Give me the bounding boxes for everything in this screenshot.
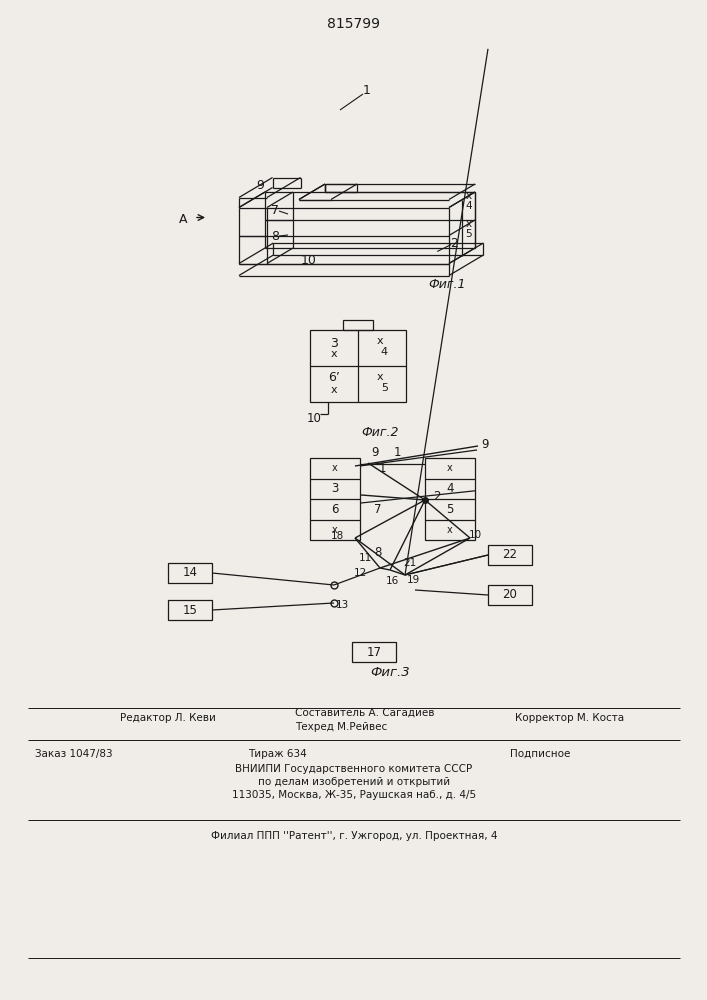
Text: x: x [331,385,337,395]
Text: x: x [447,463,453,473]
Text: x: x [332,463,338,473]
Text: 113035, Москва, Ж-35, Раушская наб., д. 4/5: 113035, Москва, Ж-35, Раушская наб., д. … [232,790,476,800]
Text: 17: 17 [366,646,382,658]
Bar [425,458,475,540]
Text: 10: 10 [300,253,316,266]
Text: 6’: 6’ [328,371,340,384]
Text: 13: 13 [335,600,349,610]
Text: x: x [465,219,472,229]
Text: 21: 21 [404,558,416,568]
Text: Филиал ППП ''Pатент'', г. Ужгород, ул. Проектная, 4: Филиал ППП ''Pатент'', г. Ужгород, ул. П… [211,831,497,841]
Text: Составитель А. Сагадиев: Составитель А. Сагадиев [295,708,435,718]
Text: 5: 5 [381,383,388,393]
Text: А: А [178,213,187,226]
Bar [343,320,373,330]
Bar [310,330,406,402]
Text: ВНИИПИ Государственного комитета СССР: ВНИИПИ Государственного комитета СССР [235,764,472,774]
Text: 16: 16 [386,576,399,586]
Text: 3: 3 [330,337,338,350]
Bar [168,600,212,620]
Text: Редактор Л. Кеви: Редактор Л. Кеви [120,713,216,723]
Text: x: x [331,349,337,359]
Text: Техред М.Рейвес: Техред М.Рейвес [295,722,387,732]
Text: по делам изобретений и открытий: по делам изобретений и открытий [258,777,450,787]
Text: 14: 14 [182,566,197,580]
Text: 19: 19 [407,575,420,585]
Text: Корректор М. Коста: Корректор М. Коста [515,713,624,723]
Text: 2: 2 [450,237,458,250]
Text: 10: 10 [307,412,322,424]
Text: 7: 7 [374,503,382,516]
Text: 1: 1 [363,84,371,97]
Text: Фиг.3: Фиг.3 [370,666,410,680]
Text: 10: 10 [469,530,481,540]
Text: 7: 7 [271,204,279,217]
Text: 4: 4 [381,347,388,357]
Text: 11: 11 [358,553,372,563]
Text: 22: 22 [503,548,518,562]
Text: 5: 5 [465,229,472,239]
Text: 4: 4 [446,482,454,495]
Text: 3: 3 [332,482,339,495]
Text: 9: 9 [257,179,264,192]
Text: 8: 8 [271,230,279,242]
Text: x: x [465,191,472,201]
Text: Заказ 1047/83: Заказ 1047/83 [35,749,112,759]
Text: 9: 9 [371,446,379,458]
Bar [488,545,532,565]
Text: Фиг.1: Фиг.1 [428,278,466,292]
Bar [352,642,396,662]
Text: x: x [332,525,338,535]
Text: x: x [447,525,453,535]
Text: 1: 1 [394,446,402,458]
Text: 12: 12 [354,568,367,578]
Bar [310,458,360,540]
Text: 8: 8 [374,546,382,558]
Text: Фиг.2: Фиг.2 [361,426,399,438]
Text: 18: 18 [330,531,344,541]
Bar [488,585,532,605]
Text: x: x [376,336,383,346]
Text: 15: 15 [182,603,197,616]
Text: Тираж 634: Тираж 634 [248,749,307,759]
Text: 815799: 815799 [327,17,380,31]
Text: 5: 5 [446,503,454,516]
Text: 9: 9 [481,438,489,450]
Text: 2: 2 [433,490,440,504]
Bar [168,563,212,583]
Text: Подписное: Подписное [510,749,571,759]
Text: 20: 20 [503,588,518,601]
Text: 6: 6 [332,503,339,516]
Text: 4: 4 [465,201,472,211]
Text: x: x [376,372,383,382]
Text: 1: 1 [378,462,386,475]
